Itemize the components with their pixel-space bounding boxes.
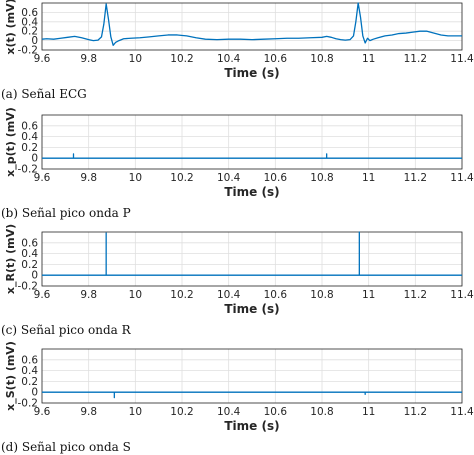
x-tick-label: 10.6 (264, 406, 288, 418)
panel-caption: (d) Señal pico onda S (1, 440, 131, 454)
x-tick-label: 10.8 (310, 172, 333, 184)
y-tick-label: -0.2 (18, 281, 39, 293)
x-tick-label: 11.2 (404, 406, 427, 418)
y-tick-label: 0 (31, 35, 38, 47)
x-tick-label: 9.8 (80, 53, 97, 65)
y-tick-label: 0 (31, 270, 38, 282)
x-tick-label: 9.6 (34, 53, 51, 65)
x-tick-label: 10.2 (170, 172, 193, 184)
x-tick-label: 10 (129, 172, 142, 184)
x-tick-label: 10.6 (264, 289, 288, 301)
y-tick-label: 0.6 (21, 354, 38, 366)
y-tick-label: 0 (31, 153, 38, 165)
x-tick-label: 9.6 (34, 289, 51, 301)
series-line (42, 391, 462, 399)
x-tick-label: 10.2 (170, 289, 193, 301)
y-tick-label: 0.6 (21, 120, 38, 132)
y-tick-label: 0 (31, 387, 38, 399)
x-axis-label: Time (s) (224, 185, 279, 199)
x-tick-label: 11 (362, 289, 375, 301)
x-tick-label: 10 (129, 406, 142, 418)
x-axis-label: Time (s) (224, 66, 279, 80)
x-tick-label: 10.6 (264, 172, 288, 184)
y-axis-label: x_R(t) (mV) (4, 224, 17, 294)
x-tick-label: 9.8 (80, 406, 97, 418)
y-tick-label: 0.4 (21, 131, 38, 143)
y-tick-label: 0.6 (21, 7, 38, 19)
y-tick-label: 0.4 (21, 16, 38, 28)
x-tick-label: 11 (362, 406, 375, 418)
x-tick-label: 10.2 (170, 53, 193, 65)
y-axis-label: x_S(t) (mV) (4, 341, 17, 411)
y-tick-label: -0.2 (18, 164, 39, 176)
y-tick-label: 0.2 (21, 142, 38, 154)
x-tick-label: 10.2 (170, 406, 193, 418)
y-tick-label: -0.2 (18, 398, 39, 410)
y-axis-label: x_p(t) (mV) (4, 107, 17, 177)
y-tick-label: 0.2 (21, 259, 38, 271)
y-tick-label: 0.6 (21, 237, 38, 249)
x-axis-label: Time (s) (224, 419, 279, 433)
x-tick-label: 9.8 (80, 172, 97, 184)
y-tick-label: 0.4 (21, 248, 38, 260)
y-tick-label: 0.2 (21, 26, 38, 38)
x-tick-label: 11.4 (450, 406, 474, 418)
x-tick-label: 9.6 (34, 406, 51, 418)
x-tick-label: 11.4 (450, 289, 474, 301)
panel-caption: (c) Señal pico onda R (1, 323, 132, 337)
x-tick-label: 11.2 (404, 172, 427, 184)
x-tick-label: 10 (129, 53, 142, 65)
axis-box (41, 114, 463, 170)
x-tick-label: 11 (362, 172, 375, 184)
axis-box (41, 231, 463, 287)
x-tick-label: 10.6 (264, 53, 288, 65)
x-tick-label: 11.2 (404, 289, 427, 301)
x-tick-label: 11.4 (450, 172, 474, 184)
x-tick-label: 10.8 (310, 289, 333, 301)
x-tick-label: 10.4 (217, 53, 241, 65)
panel-caption: (a) Señal ECG (1, 87, 87, 101)
x-tick-label: 10 (129, 289, 142, 301)
x-tick-label: 9.8 (80, 289, 97, 301)
x-tick-label: 9.6 (34, 172, 51, 184)
x-tick-label: 10.4 (217, 406, 241, 418)
x-tick-label: 10.8 (310, 406, 333, 418)
series-line (42, 153, 462, 159)
x-tick-label: 10.4 (217, 172, 241, 184)
x-tick-label: 10.4 (217, 289, 241, 301)
axis-box (41, 2, 463, 51)
x-tick-label: 11.4 (450, 53, 474, 65)
series-line (41, 2, 462, 46)
x-tick-label: 11 (362, 53, 375, 65)
series-line (42, 231, 462, 276)
y-tick-label: -0.2 (18, 45, 39, 57)
y-tick-label: 0.2 (21, 376, 38, 388)
x-tick-label: 10.8 (310, 53, 333, 65)
x-tick-label: 11.2 (404, 53, 427, 65)
y-tick-label: 0.4 (21, 365, 38, 377)
axis-box (41, 348, 463, 404)
panel-caption: (b) Señal pico onda P (1, 206, 131, 220)
y-axis-label: x(t) (mV) (4, 0, 17, 55)
x-axis-label: Time (s) (224, 302, 279, 316)
